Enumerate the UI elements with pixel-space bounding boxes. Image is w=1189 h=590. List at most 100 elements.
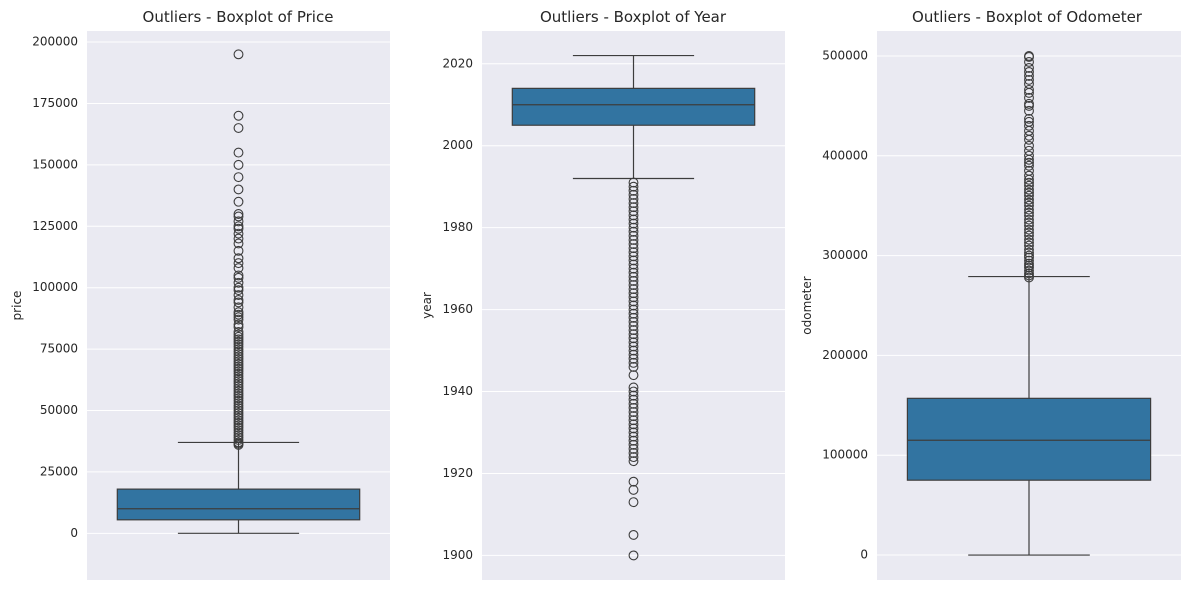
outlier-point xyxy=(628,337,639,348)
outlier-point xyxy=(628,181,639,192)
outlier-point xyxy=(233,380,244,391)
outlier-point xyxy=(233,417,244,428)
outlier-point xyxy=(1024,200,1034,211)
outlier-point xyxy=(1024,190,1034,201)
outlier-point xyxy=(628,390,639,401)
y-axis-label: odometer xyxy=(800,276,814,334)
outlier-point xyxy=(1024,227,1034,238)
outlier-point xyxy=(1024,62,1034,73)
outlier-point xyxy=(233,403,244,414)
outlier-point xyxy=(233,353,244,364)
outlier-point xyxy=(628,427,639,438)
outlier-point xyxy=(233,368,244,379)
outlier-point xyxy=(233,422,244,433)
outlier-point xyxy=(628,423,639,434)
outlier-point xyxy=(628,386,639,397)
outlier-point xyxy=(233,346,244,357)
outlier-point xyxy=(628,308,639,319)
iqr-box xyxy=(906,397,1152,481)
outlier-point xyxy=(628,300,639,311)
outlier-point xyxy=(628,218,639,229)
outlier-point xyxy=(628,550,639,561)
outlier-point xyxy=(1024,207,1034,218)
y-tick-label: 175000 xyxy=(32,96,78,110)
subplot-1: 0 25000 50000 75000 100000 125000 150000 175000… xyxy=(10,8,390,580)
outlier-point xyxy=(233,221,244,232)
outlier-point xyxy=(628,296,639,307)
outlier-point xyxy=(233,211,244,222)
outlier-point xyxy=(628,185,639,196)
outlier-point xyxy=(233,339,244,350)
y-tick-label: 50000 xyxy=(40,403,78,417)
outlier-point xyxy=(233,314,244,325)
outlier-point xyxy=(233,393,244,404)
outlier-point xyxy=(1024,180,1034,191)
outlier-point xyxy=(233,341,244,352)
outlier-point xyxy=(233,49,244,60)
outlier-point xyxy=(628,402,639,413)
outlier-point xyxy=(233,371,244,382)
outlier-point xyxy=(233,159,244,170)
outlier-point xyxy=(1024,113,1034,124)
outlier-point xyxy=(628,476,639,487)
outlier-point xyxy=(628,382,639,393)
outlier-point xyxy=(628,255,639,266)
outlier-point xyxy=(628,398,639,409)
outlier-point xyxy=(233,334,244,345)
outlier-point xyxy=(233,435,244,445)
outlier-point xyxy=(1024,194,1034,205)
outlier-point xyxy=(1024,184,1034,195)
outlier-point xyxy=(1024,224,1034,235)
iqr-box xyxy=(511,87,756,126)
outlier-point xyxy=(628,443,639,454)
outlier-point xyxy=(628,407,639,417)
y-tick-label: 75000 xyxy=(40,342,78,356)
outlier-point xyxy=(628,214,639,225)
outlier-point xyxy=(233,216,244,227)
outlier-point xyxy=(233,373,244,384)
outlier-point xyxy=(1024,78,1034,89)
outlier-point xyxy=(1024,165,1034,176)
outlier-point xyxy=(233,253,244,264)
y-tick-label: 125000 xyxy=(32,219,78,233)
outlier-point xyxy=(233,412,244,423)
outlier-point xyxy=(233,400,244,411)
y-tick-label: 400000 xyxy=(822,148,868,162)
outlier-point xyxy=(628,362,639,372)
outlier-point xyxy=(233,263,244,273)
outlier-point xyxy=(1024,247,1034,258)
outlier-point xyxy=(1024,234,1034,245)
y-axis-label: price xyxy=(10,291,24,321)
outlier-point xyxy=(233,415,244,426)
outlier-point xyxy=(628,370,639,381)
outlier-point xyxy=(1024,160,1034,171)
outlier-point xyxy=(233,363,244,374)
outlier-point xyxy=(233,385,244,396)
outlier-point xyxy=(233,331,244,342)
outlier-point xyxy=(628,452,639,463)
outlier-point xyxy=(233,285,244,296)
outlier-point xyxy=(233,297,244,308)
outlier-point xyxy=(233,390,244,401)
outlier-point xyxy=(233,309,244,320)
outlier-point xyxy=(1024,217,1034,228)
outlier-point xyxy=(628,267,639,278)
outlier-point xyxy=(1024,187,1034,198)
outlier-point xyxy=(1024,197,1034,208)
outlier-point xyxy=(233,326,244,337)
y-tick-label: 100000 xyxy=(32,280,78,294)
outlier-point xyxy=(233,233,244,244)
y-tick-label: 1920 xyxy=(442,466,473,480)
outlier-point xyxy=(233,398,244,409)
y-tick-label: 0 xyxy=(70,526,78,540)
outlier-point xyxy=(1024,220,1034,231)
outlier-point xyxy=(628,247,639,258)
y-tick-label: 25000 xyxy=(40,464,78,478)
outlier-point xyxy=(628,226,639,237)
outlier-point xyxy=(1024,130,1034,141)
y-axis-label: year xyxy=(420,292,434,319)
outlier-point xyxy=(1024,255,1034,266)
outlier-point xyxy=(233,282,244,293)
y-tick-label: 200000 xyxy=(32,35,78,49)
